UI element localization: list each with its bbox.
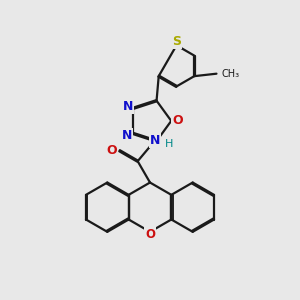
Text: CH₃: CH₃ <box>222 69 240 79</box>
Text: O: O <box>107 143 117 157</box>
Text: N: N <box>122 100 133 113</box>
Text: H: H <box>164 139 173 149</box>
Text: S: S <box>172 35 181 48</box>
Text: O: O <box>172 114 183 128</box>
Text: O: O <box>145 228 155 241</box>
Text: N: N <box>150 134 160 147</box>
Text: N: N <box>122 129 132 142</box>
